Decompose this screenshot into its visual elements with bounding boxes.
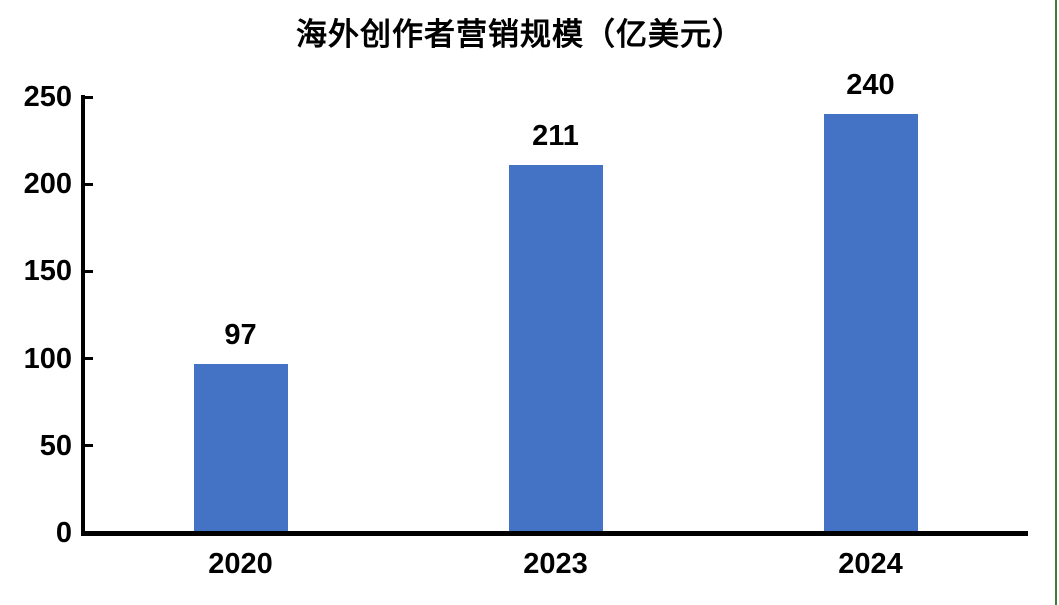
bar-value-label: 240: [846, 69, 895, 102]
bar-value-label: 97: [224, 318, 257, 351]
bar: [508, 165, 603, 533]
y-axis-tick-label: 200: [23, 168, 72, 201]
y-axis-tick-mark: [83, 182, 93, 186]
y-axis-tick-label: 100: [23, 342, 72, 375]
y-axis-tick-label: 50: [39, 429, 72, 462]
x-axis-category-label: 2023: [523, 548, 588, 580]
y-axis-tick-mark: [83, 357, 93, 361]
y-axis-tick-mark: [83, 269, 93, 273]
y-axis-tick-label: 150: [23, 255, 72, 288]
x-axis-category-label: 2020: [208, 548, 273, 580]
y-axis-tick-mark: [83, 95, 93, 99]
bar: [193, 363, 288, 533]
x-axis-category-label: 2024: [838, 548, 903, 580]
y-axis-line: [81, 95, 85, 536]
bar: [823, 114, 918, 533]
bar-value-label: 211: [532, 120, 579, 153]
y-axis-tick-mark: [83, 444, 93, 448]
x-axis-line: [81, 531, 1028, 536]
table-cell-right-border-line: [1055, 0, 1057, 605]
y-axis-tick-label: 0: [55, 517, 72, 549]
chart-title: 海外创作者营销规模（亿美元）: [296, 17, 744, 52]
y-axis-tick-label: 250: [23, 81, 72, 113]
